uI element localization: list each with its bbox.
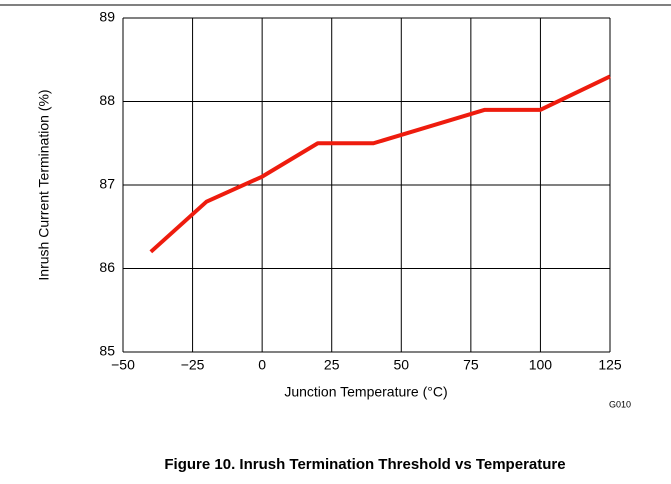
x-tick-label: −25 <box>181 357 205 373</box>
y-tick-label: 85 <box>99 343 115 359</box>
x-tick-label: 50 <box>393 357 409 373</box>
x-tick-label: 25 <box>324 357 340 373</box>
x-tick-label: 100 <box>529 357 553 373</box>
x-tick-label: 125 <box>598 357 622 373</box>
data-line <box>149 74 611 254</box>
chart-title: Figure 10. Inrush Termination Threshold … <box>164 456 565 473</box>
x-axis-label: Junction Temperature (°C) <box>284 384 447 400</box>
x-tick-label: −50 <box>111 357 135 373</box>
y-tick-label: 87 <box>99 176 115 192</box>
annotation: G010 <box>609 399 631 409</box>
x-tick-label: 75 <box>463 357 479 373</box>
y-tick-label: 86 <box>99 259 115 275</box>
y-tick-label: 89 <box>99 9 115 25</box>
y-axis-label: Inrush Current Termination (%) <box>36 89 52 280</box>
x-tick-label: 0 <box>258 357 266 373</box>
y-tick-label: 88 <box>99 92 115 108</box>
